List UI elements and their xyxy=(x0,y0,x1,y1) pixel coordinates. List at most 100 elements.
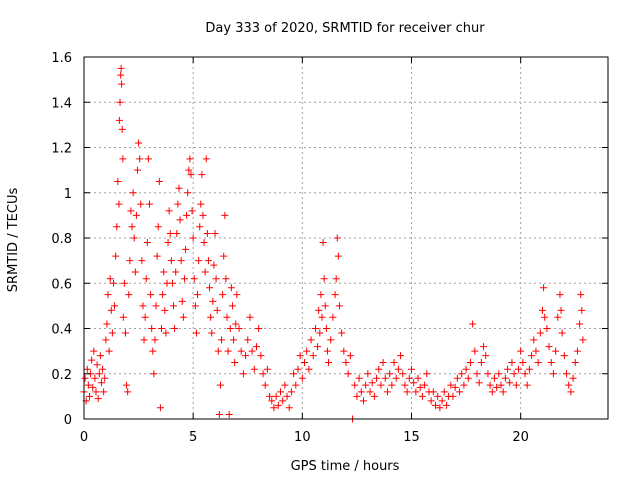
data-point xyxy=(362,381,370,389)
data-point xyxy=(200,239,208,247)
data-point xyxy=(227,284,235,292)
data-point xyxy=(118,80,126,88)
data-point xyxy=(183,211,191,219)
data-point xyxy=(182,245,190,253)
data-point xyxy=(412,388,420,396)
data-point xyxy=(212,275,220,283)
data-point xyxy=(578,306,586,314)
data-point xyxy=(248,347,256,355)
data-point xyxy=(198,171,206,179)
data-point xyxy=(84,381,92,389)
data-point xyxy=(480,343,488,351)
data-point xyxy=(92,388,100,396)
data-point xyxy=(146,200,153,208)
data-point xyxy=(379,358,387,366)
data-point xyxy=(563,370,571,378)
data-point xyxy=(534,358,542,366)
data-point xyxy=(81,374,89,382)
data-point xyxy=(191,302,199,310)
data-point xyxy=(285,404,293,412)
data-point xyxy=(501,374,509,382)
data-point xyxy=(246,313,254,321)
data-point xyxy=(239,370,247,378)
data-point xyxy=(143,239,151,247)
data-point xyxy=(197,200,205,208)
data-point xyxy=(307,336,315,344)
data-point xyxy=(322,325,330,332)
data-point xyxy=(129,189,137,197)
data-point xyxy=(192,329,200,337)
data-point xyxy=(228,302,236,310)
data-point xyxy=(545,343,553,351)
data-point xyxy=(442,401,450,409)
x-tick-label: 15 xyxy=(403,430,420,445)
data-point xyxy=(120,279,128,287)
data-point xyxy=(329,313,337,321)
data-point xyxy=(119,313,127,321)
y-tick-label: 1.4 xyxy=(51,96,72,111)
data-point xyxy=(158,325,166,332)
data-point xyxy=(320,275,328,283)
data-point xyxy=(213,306,221,314)
data-point xyxy=(532,347,540,355)
data-point xyxy=(325,358,333,366)
data-point xyxy=(216,381,224,389)
data-point xyxy=(135,139,143,147)
data-point xyxy=(117,64,125,72)
data-point xyxy=(556,291,564,299)
data-point xyxy=(107,306,115,314)
data-point xyxy=(168,279,176,287)
data-point xyxy=(102,336,110,344)
data-point xyxy=(161,306,169,314)
data-point xyxy=(355,374,363,382)
data-point xyxy=(335,302,343,310)
data-point xyxy=(486,381,494,389)
data-point xyxy=(153,252,161,260)
data-point xyxy=(344,370,352,378)
data-point xyxy=(209,297,217,305)
data-point xyxy=(223,313,231,321)
data-point xyxy=(377,381,385,389)
data-point xyxy=(244,336,252,344)
data-point xyxy=(174,200,182,208)
data-point xyxy=(543,325,551,332)
data-point xyxy=(558,329,566,337)
data-point xyxy=(152,302,160,310)
data-point xyxy=(392,374,400,382)
data-point xyxy=(287,388,295,396)
data-point xyxy=(167,257,175,265)
data-point xyxy=(219,291,227,299)
data-point xyxy=(331,291,339,299)
data-point xyxy=(451,383,459,391)
data-point xyxy=(176,216,184,224)
x-tick-label: 5 xyxy=(189,430,197,445)
data-point xyxy=(164,239,172,247)
data-point xyxy=(381,374,389,382)
data-point xyxy=(250,365,258,373)
data-point xyxy=(460,381,468,389)
data-point xyxy=(318,313,326,321)
x-tick-label: 20 xyxy=(512,430,529,445)
data-point xyxy=(323,347,331,355)
data-point xyxy=(514,365,522,373)
data-point xyxy=(233,291,241,299)
data-point xyxy=(148,325,156,332)
data-point xyxy=(504,365,512,373)
data-point xyxy=(231,358,239,366)
data-point xyxy=(252,343,260,351)
data-point xyxy=(482,352,490,360)
data-point xyxy=(458,370,466,378)
data-point xyxy=(456,388,464,396)
data-point xyxy=(539,306,546,314)
data-point xyxy=(579,336,587,344)
data-point xyxy=(567,388,575,396)
data-point xyxy=(397,352,405,360)
data-point xyxy=(96,352,104,360)
data-point xyxy=(366,388,374,396)
data-point xyxy=(119,155,127,163)
data-point xyxy=(388,381,396,389)
data-point xyxy=(126,257,134,265)
data-point xyxy=(232,320,240,328)
data-point xyxy=(440,388,448,396)
data-point xyxy=(221,211,229,219)
